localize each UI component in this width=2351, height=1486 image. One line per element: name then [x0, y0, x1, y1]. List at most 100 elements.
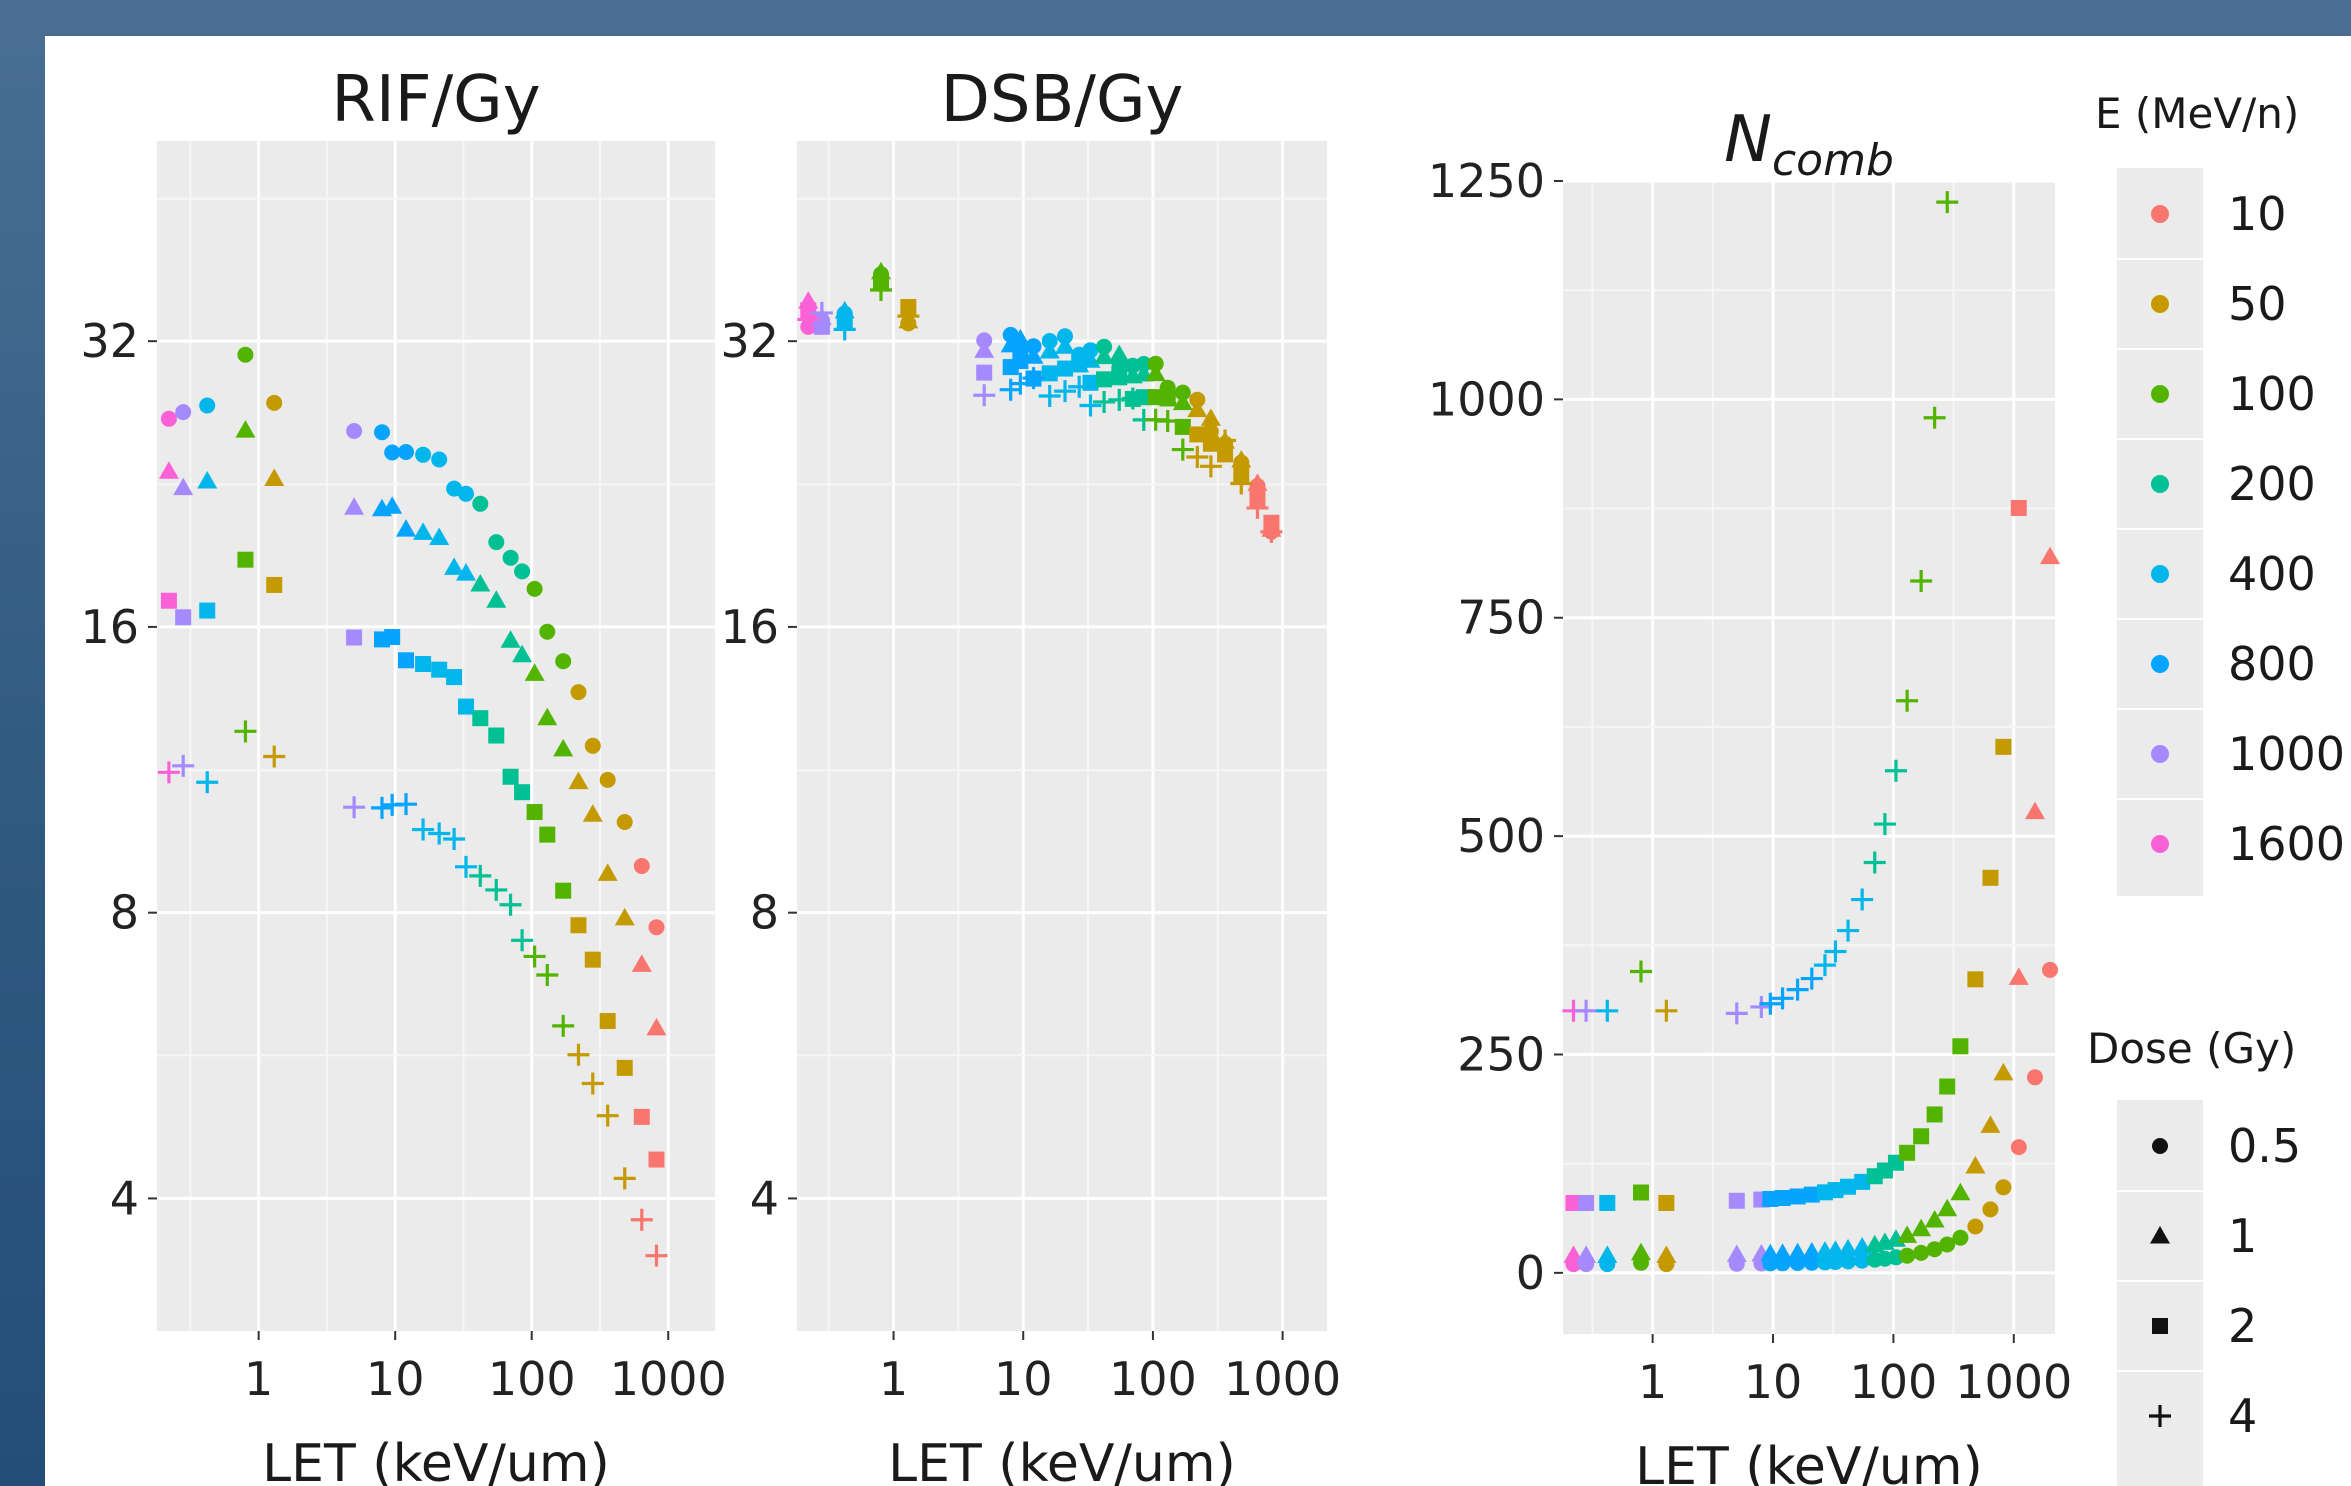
data-point: [1873, 813, 1896, 836]
data-point: [1039, 340, 1060, 359]
legend-energy-label: 50: [2228, 277, 2287, 331]
x-axis-label: LET (keV/um): [1635, 1437, 1983, 1486]
legend-dose-keys-bg: [2117, 1100, 2203, 1486]
data-point: [2042, 961, 2058, 978]
legend-energy-key: [2151, 565, 2169, 583]
data-point: [1630, 1242, 1651, 1261]
data-point: [1926, 1106, 1943, 1123]
data-point: [1079, 394, 1102, 417]
data-point: [597, 863, 618, 881]
legend-energy-keys-bg: [2117, 168, 2203, 896]
data-point: [511, 929, 534, 952]
legend-energy-key: [2151, 295, 2169, 313]
data-point: [616, 1059, 633, 1076]
data-point: [1174, 418, 1191, 435]
y-tick-label: 16: [80, 600, 139, 654]
data-point: [539, 826, 556, 843]
x-tick-label: 10: [1744, 1355, 1803, 1409]
data-point: [1923, 406, 1946, 429]
data-point: [1093, 390, 1116, 413]
data-point: [1010, 328, 1031, 347]
x-tick-label: 1000: [1955, 1355, 2072, 1409]
data-point: [2040, 546, 2061, 565]
data-point: [1230, 472, 1253, 495]
data-point: [502, 768, 519, 785]
data-point: [1022, 367, 1045, 390]
y-tick-label: 750: [1457, 591, 1545, 645]
data-point: [1187, 399, 1208, 418]
data-point: [1772, 1243, 1793, 1261]
data-point: [976, 332, 993, 349]
data-point: [1851, 888, 1874, 911]
data-point: [631, 954, 652, 972]
data-point: [539, 623, 556, 640]
data-point: [469, 864, 492, 887]
legend-energy-key: [2151, 655, 2169, 673]
data-point: [428, 822, 451, 845]
legend-dose-key: [2152, 1138, 2168, 1154]
x-tick-label: 10: [994, 1352, 1053, 1406]
data-point: [833, 318, 856, 341]
data-point: [974, 340, 995, 358]
data-point: [1936, 191, 1959, 214]
legend-energy-label: 1000: [2228, 727, 2345, 781]
data-point: [1012, 353, 1029, 370]
data-point: [346, 423, 363, 439]
data-point: [584, 951, 601, 968]
data-point: [395, 793, 418, 816]
data-point: [485, 878, 508, 901]
data-point: [1009, 372, 1032, 395]
legend-dose-key: [2152, 1318, 2168, 1334]
data-point: [384, 444, 401, 461]
data-point: [1967, 971, 1984, 988]
data-point: [455, 563, 476, 581]
data-point: [1217, 446, 1234, 463]
data-point: [488, 727, 505, 744]
data-point: [398, 444, 414, 460]
data-point: [237, 346, 254, 363]
data-point: [1260, 520, 1283, 543]
data-point: [1575, 999, 1598, 1022]
x-axis-label: LET (keV/um): [888, 1434, 1236, 1486]
y-tick-label: 8: [750, 886, 779, 940]
legend-energy-key: [2151, 385, 2169, 403]
data-point: [1899, 1247, 1916, 1264]
data-point: [1965, 1155, 1986, 1174]
data-point: [633, 858, 650, 874]
data-point: [470, 573, 491, 592]
data-point: [1121, 387, 1144, 410]
x-tick-label: 100: [1849, 1355, 1937, 1409]
data-point: [1057, 360, 1074, 377]
data-point: [596, 1104, 619, 1127]
data-point: [264, 468, 285, 486]
data-point: [384, 629, 401, 646]
data-point: [446, 669, 463, 686]
y-tick-label: 4: [110, 1171, 139, 1225]
data-point: [537, 707, 558, 726]
y-tick-label: 16: [720, 600, 779, 654]
data-point: [172, 754, 195, 777]
y-tick-label: 32: [80, 314, 139, 368]
data-point: [1787, 1242, 1808, 1261]
data-point: [1982, 1201, 1999, 1218]
x-tick-label: 1: [244, 1352, 273, 1406]
data-point: [413, 522, 434, 540]
data-point: [1214, 429, 1237, 452]
data-point: [457, 698, 474, 715]
data-point: [616, 814, 633, 830]
data-point: [1924, 1209, 1945, 1228]
data-point: [1952, 1038, 1969, 1055]
data-point: [897, 305, 920, 328]
data-point: [1789, 1188, 1806, 1205]
y-tick-label: 250: [1457, 1027, 1545, 1081]
x-tick-label: 1: [1638, 1355, 1667, 1409]
data-point: [1578, 1194, 1595, 1211]
data-point: [648, 1151, 665, 1168]
legend-energy-key: [2151, 835, 2169, 853]
data-point: [1655, 999, 1678, 1022]
data-point: [1840, 1178, 1857, 1195]
data-point: [1728, 1192, 1745, 1209]
figure-card: 4 8 16 32 1 10 100 1000 LET (keV/um) RIF/Gy 4 8 16 32…: [45, 36, 2351, 1486]
data-point: [1096, 371, 1113, 388]
